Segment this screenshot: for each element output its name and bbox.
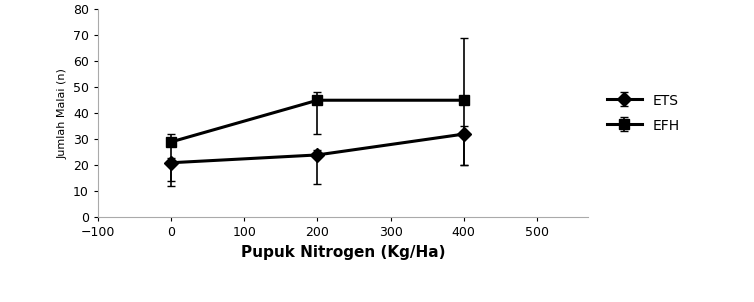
X-axis label: Pupuk Nitrogen (Kg/Ha): Pupuk Nitrogen (Kg/Ha) [241, 245, 446, 260]
Y-axis label: Jumlah Malai (n): Jumlah Malai (n) [57, 68, 67, 159]
Legend: ETS, EFH: ETS, EFH [600, 87, 687, 140]
